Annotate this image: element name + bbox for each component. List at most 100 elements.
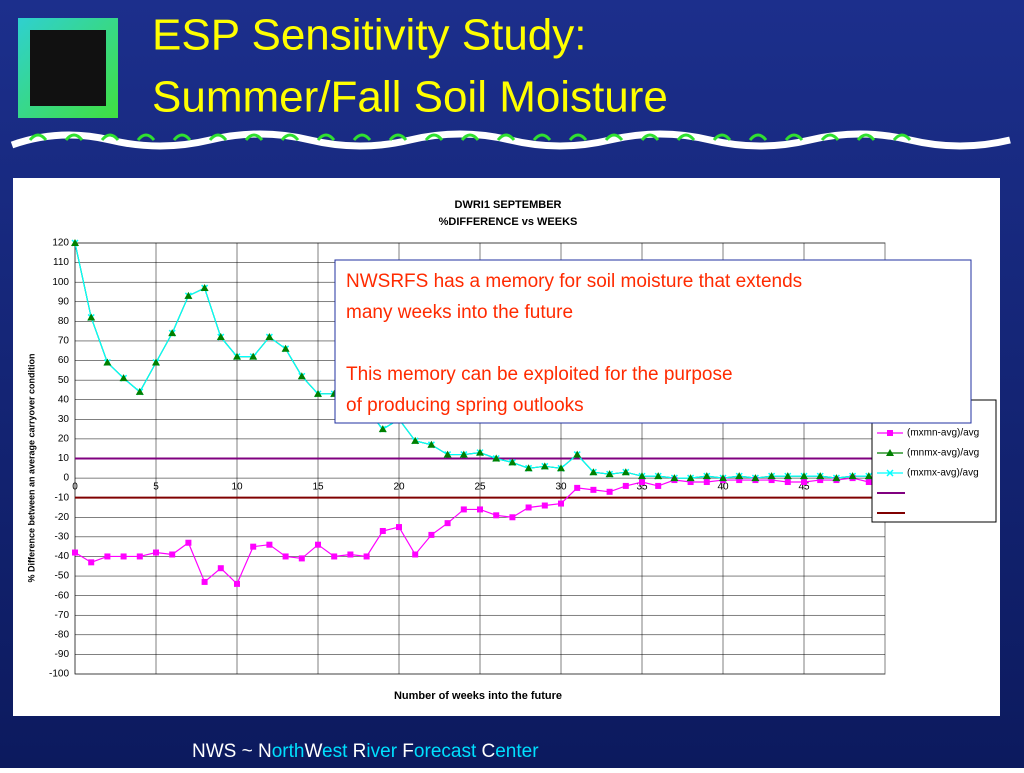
marker [477, 506, 483, 513]
marker [590, 486, 597, 493]
marker [848, 472, 857, 480]
y-tick-label: -70 [55, 610, 70, 621]
marker [265, 333, 274, 341]
y-tick-label: 100 [52, 277, 69, 288]
footer-part: R [347, 741, 366, 762]
legend-label: (mxmn-avg)/avg [907, 428, 979, 439]
marker [621, 468, 630, 476]
annotation-text: NWSRFS has a memory for soil moisture th… [346, 271, 802, 292]
marker [250, 543, 257, 550]
marker [378, 425, 387, 433]
marker [670, 474, 679, 482]
marker [784, 479, 791, 486]
marker [589, 468, 598, 476]
marker [71, 239, 79, 246]
marker [411, 436, 420, 444]
marker [783, 472, 792, 480]
marker [444, 520, 451, 527]
y-tick-label: -50 [55, 571, 70, 582]
y-tick-label: -30 [55, 532, 70, 543]
legend-label: (mnmx-avg)/avg [907, 448, 979, 459]
slide-title: Summer/Fall Soil Moisture [152, 73, 668, 122]
marker [460, 506, 467, 513]
marker [185, 539, 192, 546]
y-axis-label: % Difference between an average carryove… [26, 353, 36, 582]
series-line [74, 242, 869, 479]
chart-title: DWRI1 SEPTEMBER [455, 199, 562, 211]
marker [886, 449, 894, 456]
marker [234, 580, 240, 587]
marker [427, 440, 436, 448]
wave [10, 130, 1011, 150]
marker [396, 524, 402, 531]
marker [864, 472, 873, 480]
marker [135, 387, 144, 395]
marker [686, 474, 695, 482]
marker [816, 472, 825, 480]
marker [298, 555, 305, 562]
annotation-text: of producing spring outlooks [346, 395, 584, 416]
marker [314, 389, 322, 397]
marker [557, 464, 565, 472]
icon-inner [30, 30, 106, 106]
marker [508, 458, 517, 466]
y-tick-label: -90 [55, 649, 70, 660]
marker [217, 565, 224, 572]
footer-part: W [304, 741, 322, 762]
marker [428, 531, 435, 538]
x-tick-label: 40 [717, 482, 729, 493]
marker [817, 477, 824, 484]
marker [331, 553, 338, 560]
marker [654, 472, 663, 480]
legend-label: (mxmx-avg)/avg [907, 468, 979, 479]
marker [184, 291, 193, 299]
x-tick-label: 30 [555, 482, 567, 493]
marker [297, 372, 306, 380]
marker [72, 549, 78, 556]
marker [509, 514, 516, 521]
marker [476, 448, 484, 456]
y-tick-label: 70 [58, 336, 70, 347]
marker [801, 479, 807, 486]
footer-part: est [322, 741, 348, 762]
marker [735, 472, 744, 480]
marker [347, 551, 354, 558]
y-tick-label: 10 [58, 453, 70, 464]
marker [119, 374, 128, 382]
marker [865, 479, 872, 486]
x-tick-label: 25 [474, 482, 486, 493]
marker [767, 472, 776, 480]
y-tick-label: 120 [52, 238, 69, 249]
marker [493, 512, 500, 519]
marker [104, 553, 111, 560]
x-tick-label: 35 [636, 482, 648, 493]
marker [524, 464, 533, 472]
marker [459, 450, 468, 458]
marker [363, 553, 370, 560]
marker [169, 551, 176, 558]
slide-title: ESP Sensitivity Study: [152, 11, 587, 60]
marker [736, 477, 743, 484]
marker [315, 541, 321, 548]
x-tick-label: 45 [798, 482, 810, 493]
marker [379, 527, 386, 534]
marker [282, 553, 289, 560]
y-tick-label: 90 [58, 296, 70, 307]
marker [281, 344, 290, 352]
footer-part: iver [366, 741, 397, 762]
marker [525, 504, 532, 511]
marker [573, 450, 582, 458]
x-tick-label: 15 [312, 482, 324, 493]
marker [622, 482, 629, 489]
marker [541, 502, 548, 509]
marker [200, 284, 209, 292]
y-tick-label: -60 [55, 590, 70, 601]
marker [168, 329, 177, 337]
y-tick-label: -100 [49, 669, 69, 680]
marker [412, 551, 419, 558]
y-tick-label: -80 [55, 629, 70, 640]
marker [443, 450, 452, 458]
marker [638, 472, 646, 480]
